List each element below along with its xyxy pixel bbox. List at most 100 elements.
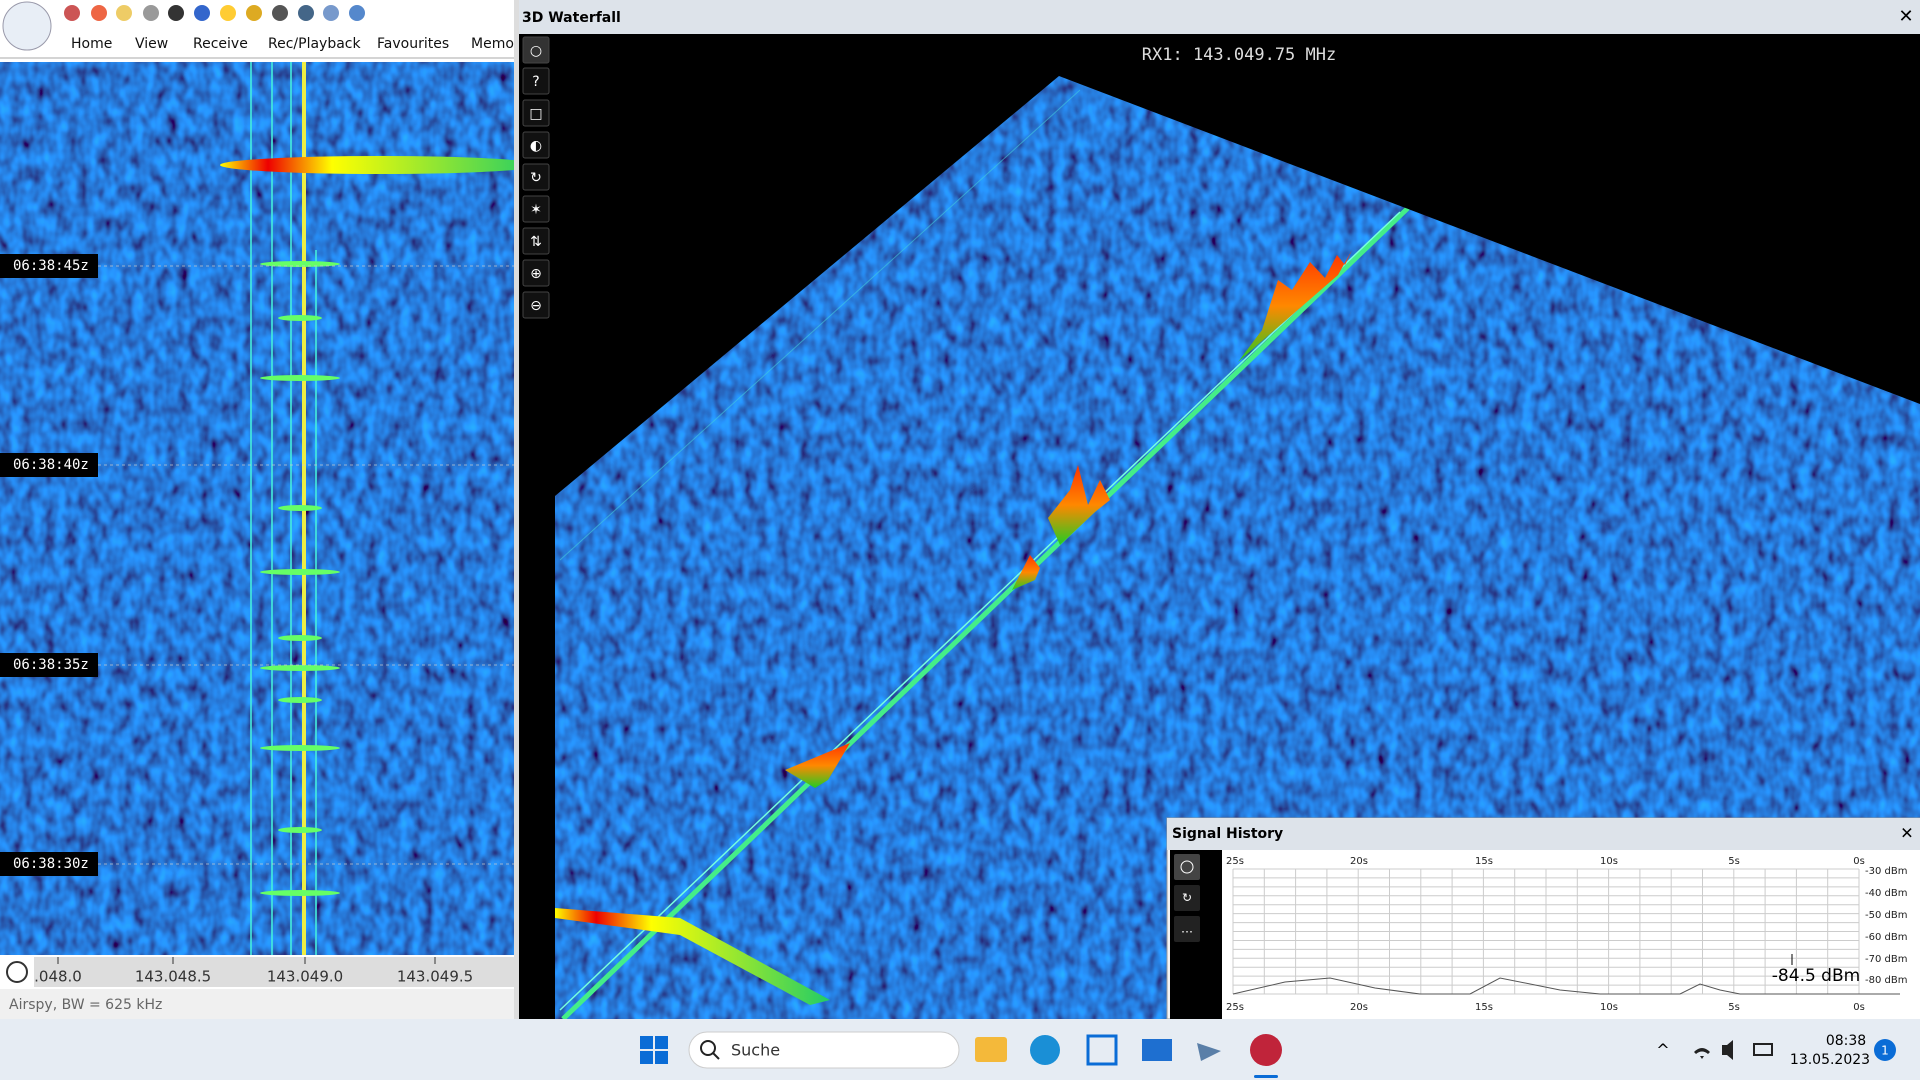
waterfall-noise [0,62,514,955]
time-label: 25s [1226,1002,1244,1013]
status-bar [0,989,518,1019]
tool-glyph: ◐ [530,138,542,154]
notification-count: 1 [1881,1044,1889,1058]
toolbar-icon[interactable] [246,5,262,21]
view-tool[interactable] [522,259,550,287]
menu-item[interactable]: Favourites [377,36,449,52]
panel-titlebar [1167,818,1920,850]
timestamp-box [0,453,98,477]
time-label: 5s [1728,1002,1740,1013]
view-tool[interactable] [522,131,550,159]
tool-glyph: ○ [530,43,542,59]
freq-label: 143.049.5 [397,968,473,986]
timestamp: 06:38:40z [13,457,89,473]
time-label: 10s [1600,1002,1618,1013]
menu-item[interactable]: Memor [471,36,520,52]
status-text: Airspy, BW = 625 kHz [9,997,162,1013]
burst [278,827,322,833]
view-tool[interactable] [522,163,550,191]
time-label: 0s [1853,1002,1865,1013]
toolbar-icon[interactable] [168,5,184,21]
app-button[interactable] [2,1,52,51]
menu-item[interactable]: Home [71,36,112,52]
time-label: 20s [1350,856,1368,867]
freq-label: 143.048.5 [135,968,211,986]
tray-icons[interactable] [1694,1040,1773,1060]
taskbar-apps[interactable] [975,1034,1282,1078]
view-tool[interactable] [522,227,550,255]
toolbar-icon[interactable] [220,5,236,21]
menu-item[interactable]: Receive [193,36,248,52]
signal-bursts [260,261,340,896]
level-label: -70 dBm [1865,954,1907,965]
axis-scale [34,957,514,987]
waterfall-area [0,62,514,955]
burst [260,375,340,381]
toolbar-icon[interactable] [91,5,107,21]
close-button[interactable]: ✕ [1898,6,1913,27]
toolbar-icon[interactable] [194,5,210,21]
burst [278,635,322,641]
splitter[interactable] [514,0,519,1019]
panel-title: Signal History [1172,826,1283,842]
clock-date: 13.05.2023 [1790,1052,1870,1068]
toolbar-icons [64,5,365,21]
toolbar-icon[interactable] [323,5,339,21]
toolbar-icon[interactable] [349,5,365,21]
help-glyph: ? [532,74,539,90]
tool-glyph: ⊖ [530,298,542,314]
view-tools: ○? □ ◐ ↻ ✶ ⇅ ⊕ ⊖ [522,36,550,319]
notification-badge[interactable] [1874,1039,1896,1061]
toolbar-icon[interactable] [298,5,314,21]
search-box[interactable] [688,1031,960,1069]
axis-button[interactable] [6,961,28,983]
timestamp: 06:38:45z [13,258,89,274]
time-label: 5s [1728,856,1740,867]
tool-glyph: ⇅ [530,234,542,250]
toolbar-icon[interactable] [64,5,80,21]
search-text: Suche [731,1041,780,1060]
view-tool[interactable] [522,291,550,319]
tool-glyph: ⊕ [530,266,542,282]
toolbar-icon[interactable] [272,5,288,21]
view-tool[interactable] [522,99,550,127]
timestamp: 06:38:35z [13,657,89,673]
time-label: 20s [1350,1002,1368,1013]
tool-glyph: □ [529,106,542,122]
level-label: -40 dBm [1865,888,1907,899]
view-tool[interactable] [522,195,550,223]
time-label: 15s [1475,1002,1493,1013]
timestamp-box [0,254,98,278]
clock-time: 08:38 [1826,1033,1866,1049]
history-grid [1232,868,1860,995]
toolbar-icon[interactable] [116,5,132,21]
burst [260,745,340,751]
tray-chevron[interactable]: ^ [1656,1041,1669,1060]
menu: Home View Receive Rec/Playback Favourites Mem… [71,36,520,52]
level-label: -60 dBm [1865,932,1907,943]
tool-glyph: ↻ [530,170,542,186]
taskbar [0,1019,1920,1080]
close-button[interactable]: ✕ [1900,824,1913,843]
window-title: 3D Waterfall [522,10,621,26]
tool-glyph: ✶ [530,202,542,218]
timestamp: 06:38:30z [13,856,89,872]
level-label: -30 dBm [1865,866,1907,877]
view-tool[interactable] [522,36,550,64]
freq-label: .048.0 [34,968,82,986]
start-button[interactable] [640,1036,668,1064]
svg-text:…: … [1181,922,1193,936]
burst [278,505,322,511]
timestamp-box [0,852,98,876]
view-tool[interactable] [522,67,550,95]
menu-item[interactable]: View [135,36,168,52]
level-label: -80 dBm [1865,975,1907,986]
freq-label: 143.049.0 [267,968,343,986]
burst [278,697,322,703]
history-tools: ↻ … [1174,854,1200,942]
menu-item[interactable]: Rec/Playback [268,36,361,52]
toolbar-icon[interactable] [143,5,159,21]
